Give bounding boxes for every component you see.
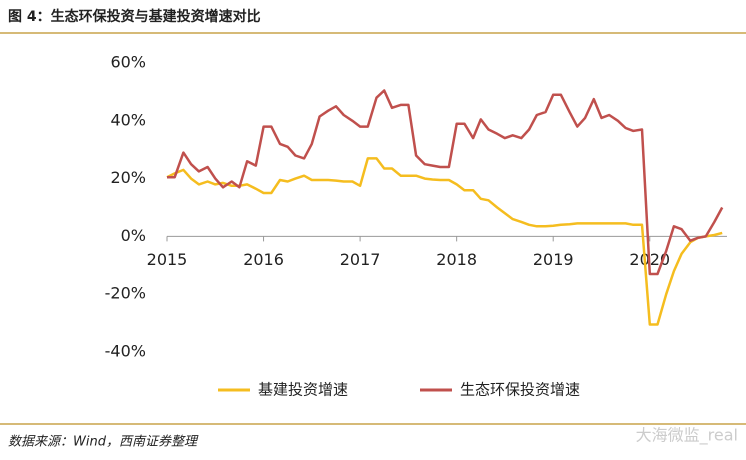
- source-note: 数据来源：Wind，西南证券整理: [8, 435, 199, 450]
- y-tick-label: 60%: [110, 53, 146, 72]
- x-tick-label: 2017: [340, 250, 381, 269]
- y-tick-label: 40%: [110, 110, 146, 129]
- y-tick-label: -40%: [105, 342, 146, 361]
- x-tick-label: 2018: [436, 250, 477, 269]
- x-tick-label: 2019: [533, 250, 574, 269]
- x-tick-label: 2015: [147, 250, 188, 269]
- watermark: 大海微监_real: [636, 426, 738, 446]
- y-tick-label: 0%: [121, 226, 146, 245]
- legend-label: 基建投资增速: [258, 381, 348, 399]
- y-tick-label: 20%: [110, 168, 146, 187]
- y-tick-label: -20%: [105, 284, 146, 303]
- legend-label: 生态环保投资增速: [460, 381, 580, 399]
- series-line: [166, 157, 723, 326]
- series-line: [167, 89, 724, 276]
- x-tick-label: 2016: [243, 250, 284, 269]
- chart-title: 图 4：生态环保投资与基建投资增速对比: [8, 8, 261, 25]
